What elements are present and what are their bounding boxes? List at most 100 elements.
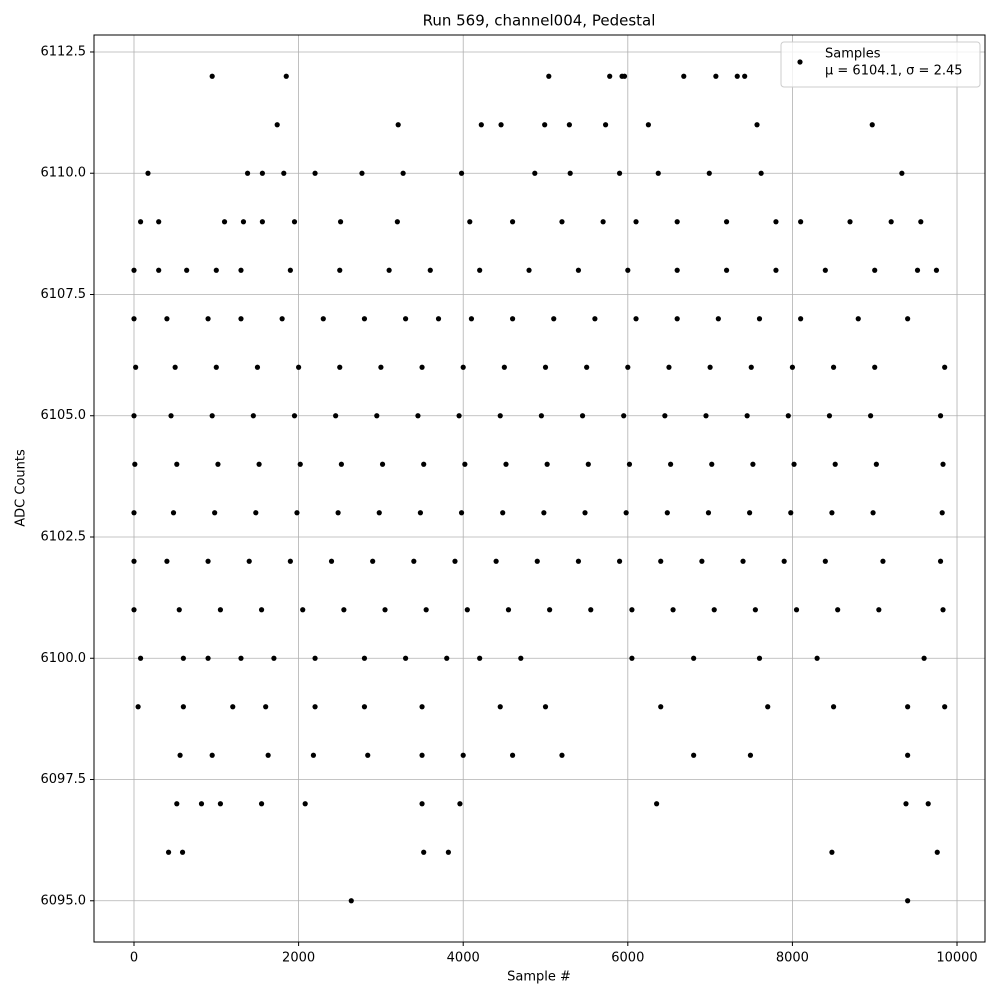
point <box>320 316 326 322</box>
point <box>629 607 635 613</box>
point <box>629 655 635 661</box>
point <box>937 558 944 564</box>
point <box>940 607 946 613</box>
point <box>602 122 609 128</box>
point <box>509 752 516 758</box>
point <box>674 316 680 322</box>
point <box>798 316 804 322</box>
point <box>758 170 764 176</box>
point <box>655 170 661 176</box>
point <box>752 607 758 613</box>
y-axis-label: ADC Counts <box>14 449 29 527</box>
point <box>177 752 183 758</box>
point <box>773 219 779 225</box>
point <box>551 316 557 322</box>
point <box>444 655 450 661</box>
point <box>742 73 748 79</box>
point <box>271 655 277 661</box>
point <box>534 558 540 564</box>
point <box>217 801 224 807</box>
point <box>209 413 215 419</box>
point <box>538 413 544 419</box>
point <box>297 461 303 467</box>
point <box>925 801 931 807</box>
point <box>600 219 606 225</box>
point <box>287 267 293 273</box>
point <box>300 607 306 613</box>
point <box>662 413 668 419</box>
point <box>918 219 924 225</box>
point <box>230 704 236 710</box>
point <box>500 510 506 516</box>
point <box>168 413 174 419</box>
point <box>905 898 911 904</box>
point <box>137 655 144 661</box>
point <box>291 219 298 225</box>
point <box>681 73 687 79</box>
point <box>830 364 837 370</box>
point <box>754 122 760 128</box>
point <box>361 655 368 661</box>
point <box>419 704 425 710</box>
point <box>427 267 433 273</box>
point <box>621 413 627 419</box>
point <box>287 558 293 564</box>
point <box>705 510 712 516</box>
x-tick-label: 8000 <box>776 951 809 966</box>
point <box>179 849 186 855</box>
point <box>756 655 763 661</box>
point <box>567 170 573 176</box>
point <box>744 413 750 419</box>
point <box>386 267 392 273</box>
point <box>133 364 139 370</box>
point <box>830 704 837 710</box>
point <box>869 122 875 128</box>
point <box>503 461 509 467</box>
point <box>402 316 409 322</box>
point <box>822 558 828 564</box>
point <box>750 461 756 467</box>
point <box>740 558 746 564</box>
point <box>832 461 838 467</box>
point <box>633 219 639 225</box>
point <box>575 558 582 564</box>
point <box>132 461 138 467</box>
point <box>460 364 466 370</box>
point <box>559 219 565 225</box>
point <box>542 364 549 370</box>
point <box>706 170 712 176</box>
chart-title: Run 569, channel004, Pedestal <box>423 12 656 30</box>
y-tick-label: 6095.0 <box>41 893 87 908</box>
point <box>198 801 205 807</box>
point <box>180 655 186 661</box>
point <box>905 316 911 322</box>
point <box>135 704 141 710</box>
point <box>666 364 672 370</box>
point <box>505 607 512 613</box>
point <box>588 607 594 613</box>
point <box>328 558 335 564</box>
point <box>939 510 945 516</box>
point <box>674 219 680 225</box>
point <box>205 558 211 564</box>
point <box>452 558 458 564</box>
point <box>415 413 421 419</box>
point <box>462 461 468 467</box>
point <box>654 801 660 807</box>
point <box>238 267 244 273</box>
point <box>616 170 623 176</box>
point <box>937 413 944 419</box>
point <box>221 219 228 225</box>
point <box>458 170 465 176</box>
point <box>464 607 470 613</box>
point <box>445 849 451 855</box>
point <box>456 413 462 419</box>
y-tick-label: 6105.0 <box>41 408 87 423</box>
point <box>870 510 876 516</box>
point <box>421 849 427 855</box>
point <box>501 364 507 370</box>
point <box>542 704 549 710</box>
point <box>477 655 483 661</box>
point <box>174 801 180 807</box>
point <box>914 267 921 273</box>
